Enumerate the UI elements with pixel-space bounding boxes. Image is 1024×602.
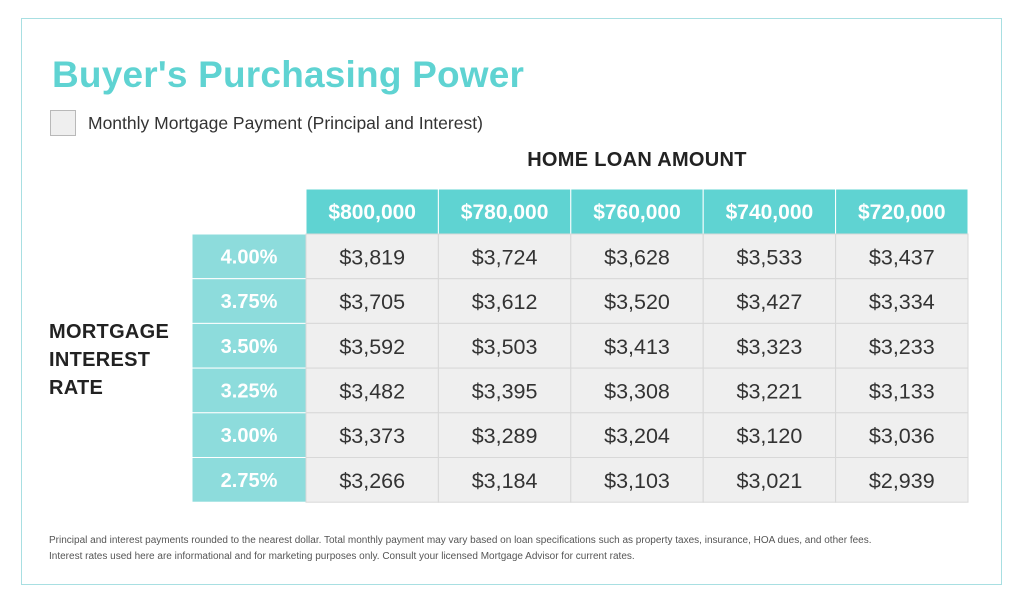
payment-value: $3,503 <box>472 335 538 359</box>
rate-label: 3.00% <box>221 425 278 447</box>
payment-value: $3,120 <box>737 424 803 448</box>
payment-value: $3,520 <box>604 290 670 314</box>
column-header-label: $740,000 <box>726 201 814 224</box>
payment-value: $3,233 <box>869 335 935 359</box>
footnote: Principal and interest payments rounded … <box>49 533 949 564</box>
payment-value: $3,482 <box>339 379 405 403</box>
rate-label: 4.00% <box>221 246 278 268</box>
payment-cell <box>437 322 572 369</box>
rate-label: 3.25% <box>221 380 278 402</box>
payment-value: $3,036 <box>869 424 935 448</box>
payment-cell <box>835 278 969 324</box>
row-axis-title-line: INTEREST <box>49 349 151 371</box>
payment-value: $3,373 <box>339 424 405 448</box>
column-header-label: $720,000 <box>858 201 946 224</box>
payment-value: $3,413 <box>604 335 670 359</box>
payment-value: $3,204 <box>604 424 670 448</box>
rate-label: 3.75% <box>221 291 278 313</box>
rate-cell <box>191 322 307 369</box>
payment-cell <box>570 233 704 280</box>
payment-cell <box>305 367 439 414</box>
rate-cell <box>191 278 307 324</box>
payment-value: $3,395 <box>472 379 538 403</box>
payment-value: $3,819 <box>339 245 405 269</box>
row-axis-title: MORTGAGE INTEREST RATE <box>49 318 169 402</box>
payment-value: $3,427 <box>737 290 803 314</box>
column-header-cell <box>570 188 704 235</box>
payment-cell <box>305 322 439 369</box>
payment-value: $3,334 <box>869 290 935 314</box>
row-axis-title-line: RATE <box>49 377 104 399</box>
payment-cell <box>570 367 704 414</box>
column-header-label: $780,000 <box>461 201 549 224</box>
payment-value: $3,592 <box>339 335 405 359</box>
payment-cell <box>835 367 969 414</box>
payment-value: $3,184 <box>472 469 538 493</box>
rate-label: 2.75% <box>221 470 278 492</box>
column-header-cell <box>835 188 969 235</box>
payment-value: $3,724 <box>472 245 538 269</box>
payment-cell <box>570 412 704 458</box>
payment-cell <box>437 457 572 503</box>
payment-cell <box>305 278 439 324</box>
payment-value: $3,133 <box>869 379 935 403</box>
payment-cell <box>835 233 969 280</box>
payment-value: $3,628 <box>604 245 670 269</box>
column-header-cell <box>305 188 439 235</box>
payment-value: $3,308 <box>604 379 670 403</box>
payment-cell <box>702 412 837 458</box>
legend-swatch <box>50 110 76 136</box>
rate-label: 3.50% <box>221 336 278 358</box>
payment-value: $3,612 <box>472 290 538 314</box>
payment-cell <box>702 457 837 503</box>
payment-cell <box>570 457 704 503</box>
column-header-cell <box>437 188 572 235</box>
column-header-label: $800,000 <box>328 201 416 224</box>
payment-cell <box>835 412 969 458</box>
payment-cell <box>437 278 572 324</box>
payment-value: $3,221 <box>737 379 803 403</box>
payment-value: $3,021 <box>737 469 803 493</box>
legend-label: Monthly Mortgage Payment (Principal and … <box>88 112 483 133</box>
payment-value: $3,323 <box>737 335 803 359</box>
footnote-line: Principal and interest payments rounded … <box>49 535 872 546</box>
payment-value: $3,533 <box>737 245 803 269</box>
column-header-label: $760,000 <box>593 201 681 224</box>
payment-value: $2,939 <box>869 469 935 493</box>
row-axis-title-line: MORTGAGE <box>49 321 170 343</box>
payment-value: $3,289 <box>472 424 538 448</box>
payment-cell <box>702 278 837 324</box>
legend: Monthly Mortgage Payment (Principal and … <box>50 110 483 136</box>
payment-value: $3,266 <box>339 469 405 493</box>
payment-value: $3,705 <box>339 290 405 314</box>
payment-cell <box>702 233 837 280</box>
payment-cell <box>305 457 439 503</box>
payment-cell <box>835 457 969 503</box>
rate-cell <box>191 412 307 458</box>
page-title: Buyer's Purchasing Power <box>52 54 525 95</box>
payment-value: $3,103 <box>604 469 670 493</box>
payment-value: $3,437 <box>869 245 935 269</box>
payment-cell <box>437 233 572 280</box>
footnote-line: Interest rates used here are information… <box>49 550 635 562</box>
column-axis-title: HOME LOAN AMOUNT <box>527 149 747 171</box>
payment-cell <box>305 412 439 458</box>
rate-cell <box>191 457 307 503</box>
